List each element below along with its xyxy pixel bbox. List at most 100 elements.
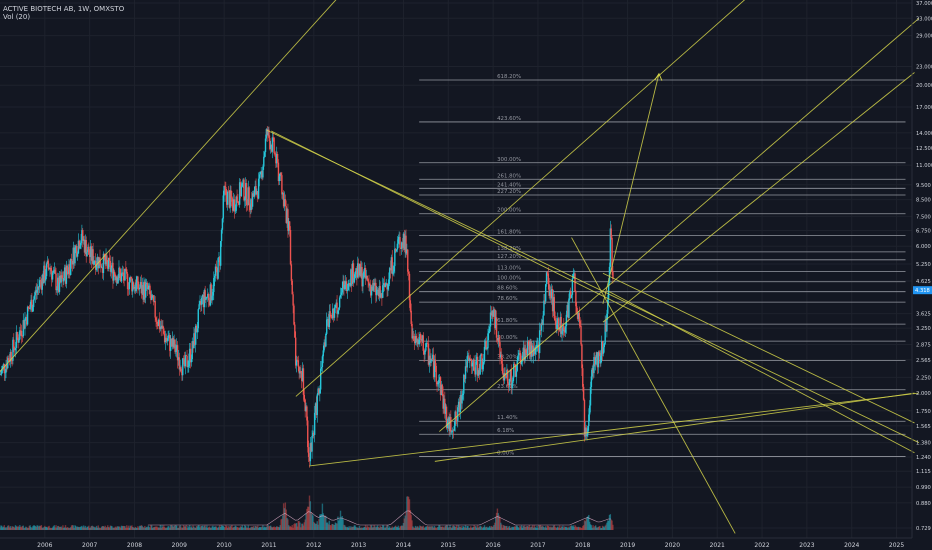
volume-bar	[69, 528, 71, 530]
candle-body	[269, 138, 271, 150]
volume-bar	[61, 527, 63, 530]
candle-body	[13, 339, 15, 349]
candle-body	[374, 282, 376, 286]
volume-bar	[58, 527, 61, 530]
candle-body	[480, 353, 482, 356]
candle-body	[218, 257, 220, 259]
price-axis[interactable]: 37.00033.00029.00023.00020.00017.00014.0…	[911, 0, 932, 538]
candle-body	[448, 417, 450, 432]
volume-bar	[101, 526, 103, 530]
volume-bar	[155, 526, 157, 530]
candle-body	[575, 291, 577, 307]
fibonacci-levels[interactable]: 618.20%423.60%300.00%261.80%241.40%227.2…	[419, 74, 906, 457]
volume-bar	[342, 519, 344, 530]
volume-bar	[363, 527, 366, 530]
candle-body	[234, 210, 237, 212]
candle-body	[32, 307, 34, 312]
candle-body	[112, 262, 114, 281]
volume-bar	[482, 528, 484, 530]
candle-body	[187, 366, 189, 368]
fib-level-label: 113.00%	[497, 265, 521, 271]
volume-bar	[602, 526, 605, 530]
volume-bar	[263, 527, 265, 530]
candle-body	[147, 287, 149, 290]
candle-body	[550, 290, 552, 299]
candle-body	[263, 156, 265, 167]
candle-body	[458, 401, 461, 413]
volume-bar	[519, 525, 521, 530]
candle-body	[519, 353, 522, 364]
volume-bar	[533, 525, 536, 530]
volume-bar	[370, 525, 373, 530]
volume-bar	[328, 520, 331, 530]
volume-bar	[375, 527, 377, 530]
candle-body	[428, 355, 431, 365]
candle-body	[73, 247, 75, 264]
volume-bar	[549, 527, 551, 530]
candle-body	[21, 336, 24, 337]
candle-body	[437, 383, 439, 385]
volume-bar	[212, 525, 214, 530]
candle-body	[410, 310, 412, 324]
volume-bar	[472, 526, 474, 530]
time-tick-label: 2022	[754, 542, 769, 549]
candle-body	[192, 341, 194, 349]
candle-body	[88, 246, 90, 255]
volume-bar	[367, 527, 369, 530]
time-tick-label: 2006	[37, 542, 52, 549]
candle-body	[107, 257, 110, 269]
candle-body	[246, 204, 249, 206]
candle-body	[429, 355, 431, 363]
candle-body	[351, 263, 354, 284]
volume-bar	[7, 525, 9, 530]
candle-body	[549, 290, 551, 296]
candle-body	[483, 346, 486, 362]
candle-body	[46, 260, 49, 264]
volume-bar	[205, 527, 207, 530]
candle-body	[7, 358, 10, 361]
volume-bar	[428, 526, 431, 530]
volume-bar	[76, 526, 79, 530]
volume-bar	[469, 527, 471, 530]
volume-bar	[436, 527, 438, 530]
candle-body	[201, 294, 204, 298]
time-axis[interactable]: 2006 2007 2008 2009 2010 2011 2012 2013 2014 2015…	[0, 537, 912, 549]
candle-body	[28, 308, 31, 310]
volume-bar	[143, 527, 145, 530]
candle-body	[304, 399, 306, 412]
volume-bar	[228, 527, 231, 530]
candle-body	[214, 266, 217, 276]
candle-body	[258, 174, 261, 179]
volume-bar	[492, 526, 494, 530]
volume-bar	[594, 525, 597, 530]
candle-body	[126, 273, 129, 290]
volume-bar	[316, 521, 318, 530]
volume-bar	[577, 526, 580, 530]
volume-bar	[413, 527, 415, 530]
candle-body	[253, 190, 256, 197]
candle-body	[418, 339, 420, 345]
candle-body	[244, 183, 247, 199]
volume-bar	[229, 525, 231, 530]
candle-body	[599, 352, 601, 364]
volume-bar	[563, 526, 566, 530]
volume-bar	[341, 515, 343, 530]
volume-bar	[139, 525, 142, 530]
volume-bar	[24, 527, 26, 530]
volume-bar	[458, 526, 461, 530]
candle-body	[514, 365, 517, 377]
candle-body	[174, 339, 176, 352]
candle-body	[75, 246, 77, 248]
candle-body	[121, 272, 124, 274]
candle-body	[37, 286, 39, 290]
candle-body	[588, 414, 590, 427]
candle-body	[181, 371, 183, 376]
volume-bar	[422, 525, 424, 530]
volume-bar	[561, 526, 563, 530]
candle-body	[101, 267, 104, 273]
volume-bar	[307, 506, 309, 530]
trend-lines[interactable]	[0, 0, 920, 534]
candle-body	[197, 309, 199, 329]
volume-bar	[36, 525, 38, 530]
